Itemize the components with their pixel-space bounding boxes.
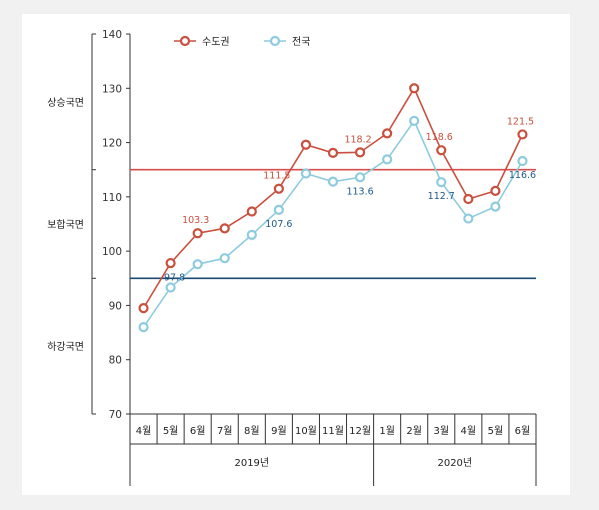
data-point-1	[219, 223, 230, 234]
data-label-1: 111.5	[263, 171, 290, 182]
data-point-1	[165, 257, 176, 269]
phase-label-2: 보합국면	[47, 219, 84, 231]
data-point-1	[354, 147, 366, 158]
x-tick-label: 5월	[163, 425, 179, 437]
data-label-2: 107.6	[265, 219, 292, 230]
data-point-2	[273, 204, 284, 215]
data-label-1: 121.5	[507, 116, 534, 127]
year-label: 2019년	[234, 457, 269, 469]
x-tick-label: 3월	[433, 425, 449, 437]
data-label-2: 112.7	[428, 191, 455, 202]
x-tick-label: 8월	[244, 425, 260, 437]
data-label-1: 118.6	[426, 132, 453, 143]
x-tick-label: 1월	[379, 425, 395, 437]
data-point-2	[165, 282, 176, 293]
phase-label-3: 하강국면	[47, 340, 84, 353]
y-tick-label: 110	[102, 192, 122, 204]
x-tick-label: 5월	[488, 425, 504, 437]
y-tick-label: 90	[109, 300, 122, 312]
data-point-1	[463, 193, 474, 205]
x-tick-label: 11월	[322, 425, 344, 437]
data-point-2	[327, 176, 339, 187]
x-tick-label: 10월	[295, 425, 317, 437]
data-point-1	[300, 139, 312, 150]
data-point-1	[436, 145, 447, 156]
data-point-2	[382, 154, 393, 165]
y-tick-label: 70	[109, 409, 122, 421]
legend-swatch-marker	[269, 35, 281, 47]
y-tick-label: 80	[109, 355, 122, 367]
y-tick-label: 140	[102, 29, 122, 41]
data-point-2	[192, 259, 203, 270]
data-point-1	[382, 128, 393, 139]
data-point-2	[219, 253, 230, 264]
data-point-1	[273, 183, 284, 194]
data-point-2	[138, 322, 149, 333]
x-tick-label: 6월	[515, 425, 531, 437]
y-tick-label: 100	[102, 246, 122, 258]
data-label-1: 103.3	[182, 215, 209, 226]
x-tick-label: 4월	[461, 425, 477, 437]
x-tick-label: 6월	[190, 425, 206, 437]
x-tick-label: 7월	[217, 425, 233, 437]
data-point-1	[409, 83, 420, 94]
data-point-2	[300, 168, 312, 179]
legend-label-2: 전국	[292, 36, 310, 48]
x-tick-label: 9월	[271, 425, 287, 437]
legend-label-1: 수도권	[202, 36, 230, 48]
y-tick-label: 130	[102, 83, 122, 95]
data-point-2	[246, 229, 257, 240]
data-label-1: 118.2	[344, 134, 371, 145]
data-label-2: 113.6	[346, 186, 373, 197]
data-label-2: 97.8	[164, 273, 185, 284]
x-tick-label: 4월	[136, 425, 152, 437]
y-tick-label: 120	[102, 138, 122, 150]
data-point-1	[192, 228, 203, 239]
data-point-2	[436, 177, 447, 188]
phase-label-1: 상승국면	[47, 97, 84, 109]
data-point-1	[517, 129, 528, 140]
data-label-2: 116.6	[509, 170, 536, 181]
data-point-1	[490, 185, 501, 196]
data-point-2	[354, 172, 366, 183]
data-point-2	[517, 155, 528, 167]
data-point-1	[246, 206, 257, 217]
data-point-2	[490, 201, 501, 212]
x-tick-label: 2월	[406, 425, 422, 437]
x-tick-label: 12월	[349, 425, 371, 437]
data-point-2	[409, 115, 420, 126]
legend-swatch-marker	[179, 35, 191, 47]
data-point-1	[138, 303, 149, 314]
data-point-2	[463, 213, 474, 224]
year-label: 2020년	[437, 457, 472, 469]
data-point-1	[327, 147, 339, 158]
